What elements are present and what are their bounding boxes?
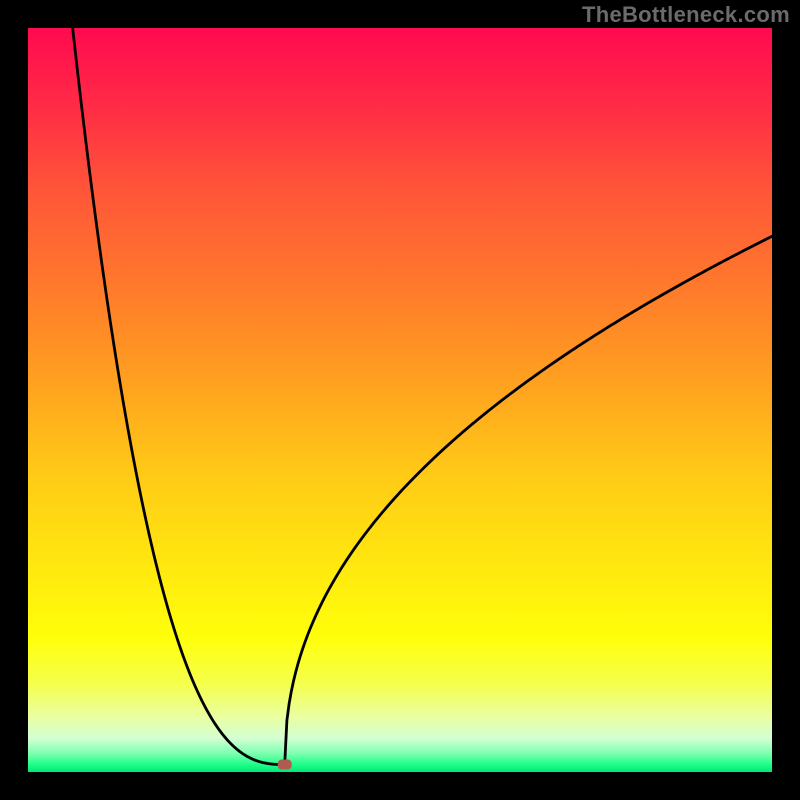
watermark-text: TheBottleneck.com [582, 2, 790, 28]
optimal-point-marker [278, 760, 292, 770]
bottleneck-chart [28, 28, 772, 772]
plot-background [28, 28, 772, 772]
chart-stage: TheBottleneck.com [0, 0, 800, 800]
